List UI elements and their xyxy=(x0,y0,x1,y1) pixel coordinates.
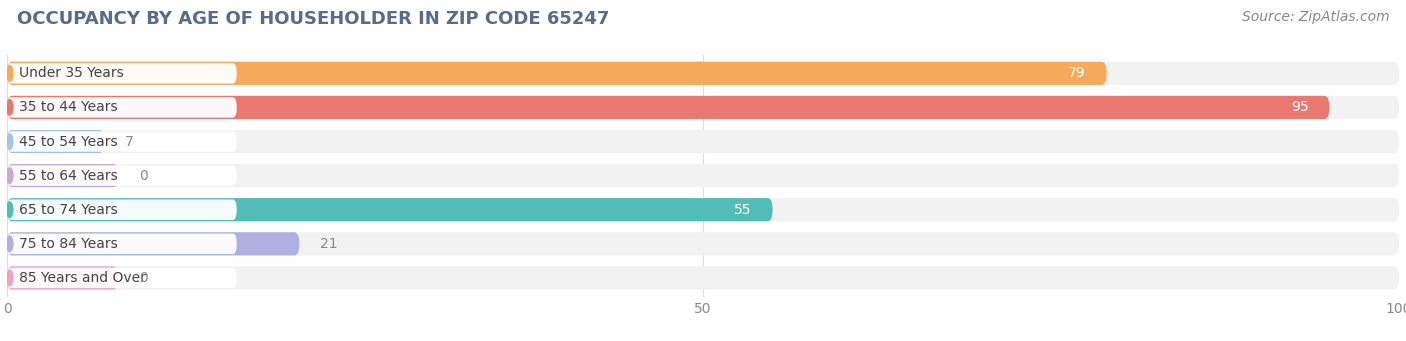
Circle shape xyxy=(7,270,13,286)
Text: 45 to 54 Years: 45 to 54 Years xyxy=(20,134,118,149)
Circle shape xyxy=(7,65,13,81)
Text: 0: 0 xyxy=(139,271,148,285)
Circle shape xyxy=(7,168,13,183)
FancyBboxPatch shape xyxy=(7,62,1399,85)
FancyBboxPatch shape xyxy=(7,96,1399,119)
FancyBboxPatch shape xyxy=(7,266,118,290)
Circle shape xyxy=(7,100,13,115)
FancyBboxPatch shape xyxy=(7,131,236,152)
Text: 55: 55 xyxy=(734,203,752,217)
FancyBboxPatch shape xyxy=(7,198,773,221)
FancyBboxPatch shape xyxy=(7,63,236,84)
Text: 35 to 44 Years: 35 to 44 Years xyxy=(20,100,118,115)
FancyBboxPatch shape xyxy=(7,164,1399,187)
Text: 21: 21 xyxy=(321,237,337,251)
FancyBboxPatch shape xyxy=(7,268,236,288)
Text: 7: 7 xyxy=(125,134,134,149)
FancyBboxPatch shape xyxy=(7,97,236,118)
Text: 79: 79 xyxy=(1069,66,1085,80)
FancyBboxPatch shape xyxy=(7,234,236,254)
FancyBboxPatch shape xyxy=(7,232,299,255)
FancyBboxPatch shape xyxy=(7,164,118,187)
FancyBboxPatch shape xyxy=(7,199,236,220)
Circle shape xyxy=(7,202,13,218)
FancyBboxPatch shape xyxy=(7,232,1399,255)
FancyBboxPatch shape xyxy=(7,62,1107,85)
FancyBboxPatch shape xyxy=(7,130,104,153)
FancyBboxPatch shape xyxy=(7,130,1399,153)
FancyBboxPatch shape xyxy=(7,266,1399,290)
Text: 65 to 74 Years: 65 to 74 Years xyxy=(20,203,118,217)
Text: 75 to 84 Years: 75 to 84 Years xyxy=(20,237,118,251)
Text: 0: 0 xyxy=(139,168,148,183)
FancyBboxPatch shape xyxy=(7,198,1399,221)
Text: 55 to 64 Years: 55 to 64 Years xyxy=(20,168,118,183)
Text: 95: 95 xyxy=(1291,100,1309,115)
Circle shape xyxy=(7,236,13,252)
Text: OCCUPANCY BY AGE OF HOUSEHOLDER IN ZIP CODE 65247: OCCUPANCY BY AGE OF HOUSEHOLDER IN ZIP C… xyxy=(17,10,609,28)
FancyBboxPatch shape xyxy=(7,96,1330,119)
Text: Source: ZipAtlas.com: Source: ZipAtlas.com xyxy=(1241,10,1389,24)
Text: Under 35 Years: Under 35 Years xyxy=(20,66,124,80)
Text: 85 Years and Over: 85 Years and Over xyxy=(20,271,146,285)
Circle shape xyxy=(7,134,13,149)
FancyBboxPatch shape xyxy=(7,165,236,186)
